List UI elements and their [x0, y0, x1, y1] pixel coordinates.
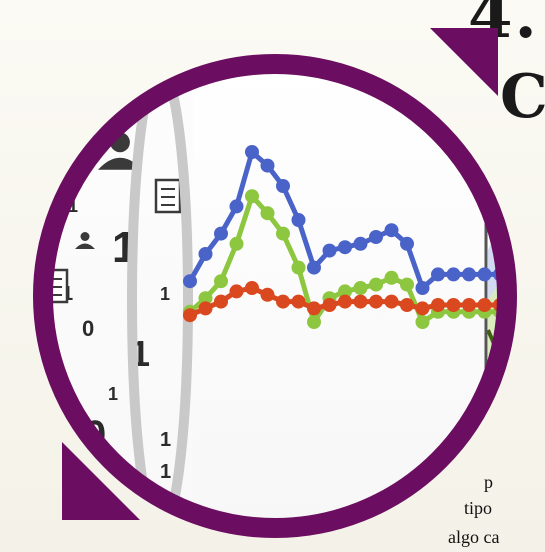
series-0-point	[260, 158, 275, 173]
body-text-line-2: tipo	[464, 498, 493, 518]
series-0-point	[198, 247, 213, 261]
series-2-point	[446, 298, 461, 312]
series-2-point	[291, 294, 306, 309]
binary-digit: 1	[160, 429, 171, 451]
series-1-point	[369, 277, 383, 292]
series-2-point	[245, 281, 259, 295]
series-2-point	[229, 284, 244, 299]
series-0-point	[415, 281, 430, 295]
user-icon	[75, 232, 95, 249]
series-1-point	[540, 305, 545, 319]
series-1-point	[245, 189, 259, 204]
series-2-point	[276, 294, 290, 309]
series-0-point	[322, 243, 337, 258]
binary-digit: 1	[68, 196, 78, 216]
series-2-point	[214, 294, 228, 309]
document-icon	[154, 178, 182, 214]
series-1-point	[229, 236, 244, 251]
binary-digit: 1	[108, 384, 118, 404]
series-1-point	[214, 274, 228, 289]
series-2-point	[369, 294, 383, 309]
series-0-point	[183, 274, 197, 289]
series-1-point	[276, 226, 290, 241]
series-2-point	[260, 287, 275, 302]
series-2-point	[322, 298, 337, 312]
series-2-point	[540, 298, 545, 312]
series-2-point	[198, 301, 213, 316]
series-2-point	[524, 298, 538, 312]
binary-digit: 0	[82, 316, 94, 341]
series-1-point	[524, 305, 538, 319]
binary-digit: 1	[160, 461, 171, 483]
series-2-point	[307, 301, 321, 316]
series-0-point	[462, 267, 476, 282]
series-2-point	[431, 298, 445, 312]
series-2-point	[400, 298, 414, 312]
ring-corner-bottom	[62, 442, 140, 520]
line-chart	[183, 145, 545, 329]
body-text-line-1: p	[484, 472, 493, 492]
series-1-point	[400, 277, 414, 292]
series-0-point	[400, 236, 414, 251]
series-0-point	[353, 236, 368, 251]
series-0-point	[369, 230, 383, 244]
series-0-point	[245, 145, 259, 159]
series-0-point	[431, 267, 445, 282]
series-2-point	[183, 308, 197, 323]
series-0-point	[307, 260, 321, 275]
series-0-point	[338, 240, 352, 255]
series-2-point	[384, 294, 399, 309]
series-0-point	[477, 267, 492, 282]
series-2-point	[353, 294, 368, 309]
series-0-point	[540, 267, 545, 281]
series-1-point	[291, 260, 306, 275]
ring-corner-top	[430, 28, 498, 96]
series-1-point	[307, 315, 321, 329]
series-1-point	[198, 291, 213, 306]
series-0-point	[214, 226, 228, 241]
series-2-point	[338, 294, 352, 309]
series-1-point	[338, 284, 352, 299]
series-1-point	[415, 315, 430, 329]
purple-ring	[33, 54, 517, 538]
binary-digit: 1	[160, 284, 170, 304]
series-0-point	[524, 267, 538, 281]
series-0-point	[291, 213, 306, 227]
series-0-point	[276, 179, 290, 193]
series-0-point	[446, 267, 461, 282]
series-2-point	[477, 298, 492, 312]
series-0-point	[229, 199, 244, 214]
section-heading-fragment: C	[500, 62, 545, 132]
series-1-point	[260, 206, 275, 221]
series-1-point	[384, 270, 399, 285]
series-1-point	[353, 281, 368, 295]
series-2-point	[462, 298, 476, 312]
series-2-point	[415, 301, 430, 316]
series-0-point	[384, 223, 399, 238]
body-text-line-3: algo ca	[448, 527, 500, 547]
